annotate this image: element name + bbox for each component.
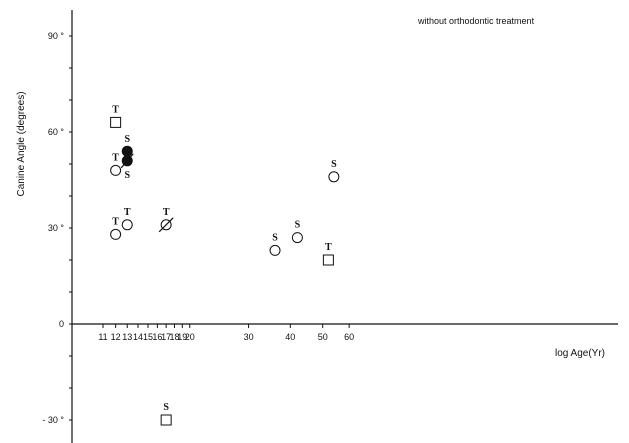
x-tick-label: 14 <box>133 332 143 342</box>
y-tick-label: 90 ° <box>48 31 65 41</box>
data-point-slash <box>120 153 134 169</box>
x-tick-label: 12 <box>111 332 121 342</box>
data-point-slash <box>158 217 174 233</box>
x-tick-label: 40 <box>285 332 295 342</box>
data-point-label: S <box>331 159 337 170</box>
x-tick-label: 18 <box>169 332 179 342</box>
y-tick-label: 60 ° <box>48 127 65 137</box>
data-point-circle <box>269 244 281 256</box>
x-tick-label: 60 <box>344 332 354 342</box>
data-point-square <box>322 254 334 266</box>
data-point-circle <box>328 171 340 183</box>
y-tick-label: - 30 ° <box>42 415 64 425</box>
data-point-label: T <box>112 216 119 227</box>
y-axis-title: Canine Angle (degrees) <box>16 91 27 196</box>
x-tick-label: 16 <box>152 332 162 342</box>
data-point-label: S <box>124 134 130 145</box>
data-point-circle <box>121 219 133 231</box>
axes <box>71 10 618 443</box>
y-tick-label: 0 <box>59 319 64 329</box>
data-point-label: S <box>295 220 301 231</box>
data-point-label: S <box>124 170 130 181</box>
data-point-label: S <box>272 232 278 243</box>
data-point-square <box>160 414 172 426</box>
x-tick-label: 13 <box>122 332 132 342</box>
data-point-label: T <box>112 104 119 115</box>
data-point-label: T <box>163 207 170 218</box>
x-tick-label: 19 <box>177 332 187 342</box>
x-tick-label: 30 <box>244 332 254 342</box>
data-point-filled-circle <box>121 145 133 157</box>
data-point-circle <box>110 164 122 176</box>
chart-annotation: without orthodontic treatment <box>417 16 535 26</box>
data-point-circle <box>291 232 303 244</box>
data-point-label: T <box>325 242 332 253</box>
data-point-label: T <box>112 152 119 163</box>
x-tick-label: 11 <box>98 332 107 342</box>
data-point-label: T <box>124 207 131 218</box>
data-point-square <box>110 116 122 128</box>
x-tick-label: 20 <box>185 332 195 342</box>
x-axis-title: log Age(Yr) <box>555 348 605 359</box>
data-point-label: S <box>163 402 169 413</box>
x-tick-label: 50 <box>318 332 328 342</box>
x-tick-label: 17 <box>161 332 171 342</box>
y-tick-label: 30 ° <box>48 223 65 233</box>
x-tick-label: 15 <box>143 332 153 342</box>
data-point-circle <box>110 228 122 240</box>
